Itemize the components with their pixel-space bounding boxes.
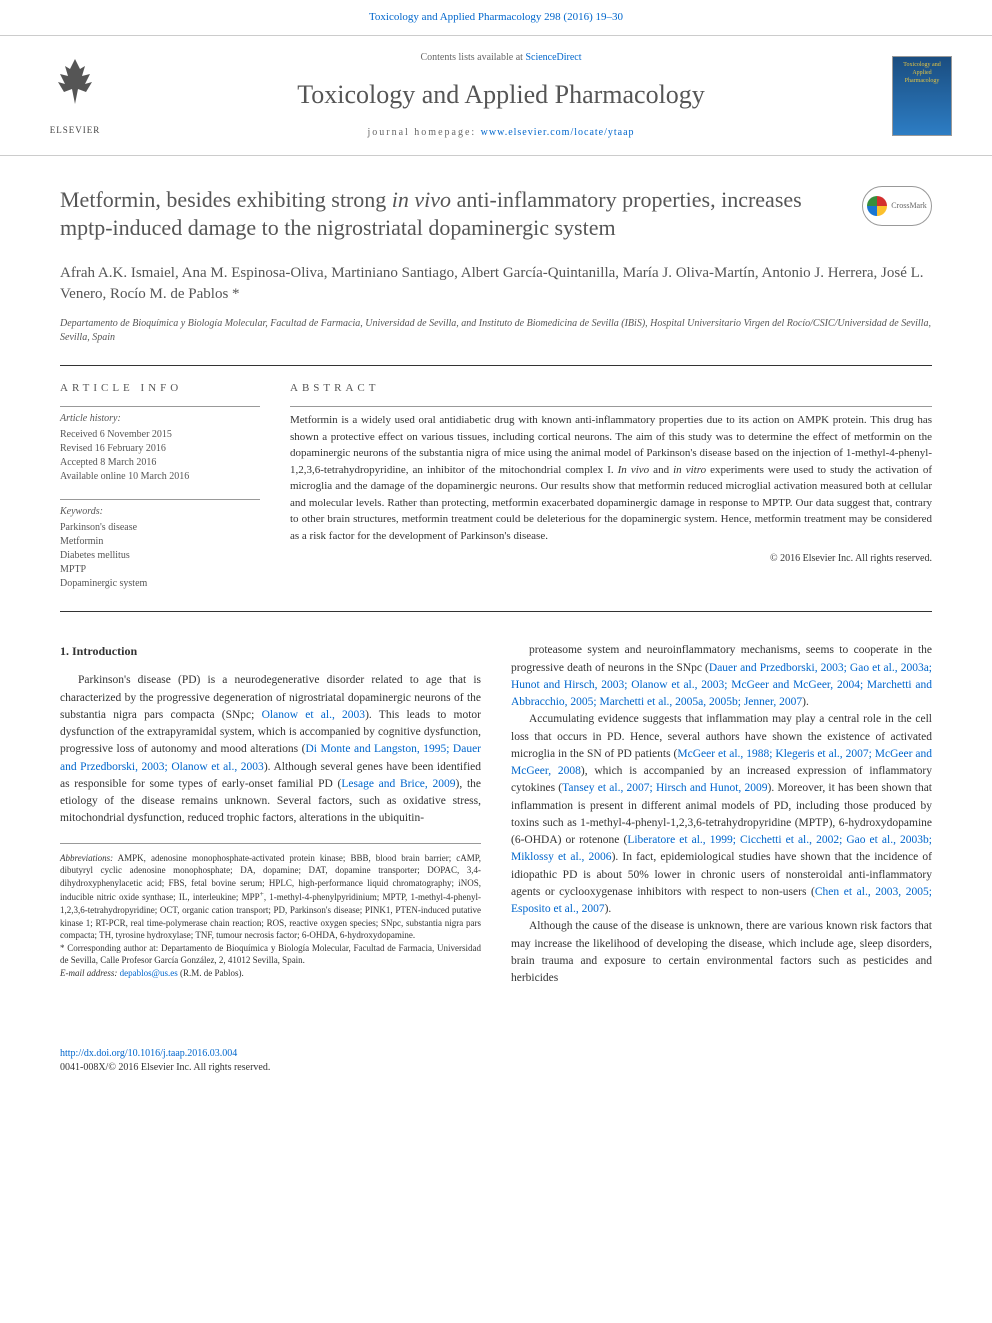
- right-column: proteasome system and neuroinflammatory …: [511, 642, 932, 987]
- journal-title: Toxicology and Applied Pharmacology: [110, 77, 892, 113]
- divider: [60, 611, 932, 612]
- article-info-sidebar: article info Article history: Received 6…: [60, 381, 260, 591]
- revised-date: Revised 16 February 2016: [60, 442, 260, 456]
- homepage-link[interactable]: www.elsevier.com/locate/ytaap: [481, 127, 635, 138]
- email-name: (R.M. de Pablos).: [178, 968, 244, 978]
- accepted-date: Accepted 8 March 2016: [60, 456, 260, 470]
- footer-copyright: 0041-008X/© 2016 Elsevier Inc. All right…: [60, 1061, 932, 1075]
- info-abstract-row: article info Article history: Received 6…: [60, 381, 932, 591]
- crossmark-badge[interactable]: CrossMark: [862, 186, 932, 226]
- article-history: Article history: Received 6 November 201…: [60, 406, 260, 484]
- body-paragraph: Although the cause of the disease is unk…: [511, 918, 932, 987]
- crossmark-label: CrossMark: [891, 200, 927, 211]
- homepage-prefix: journal homepage:: [367, 127, 480, 138]
- title-row: Metformin, besides exhibiting strong in …: [60, 186, 932, 243]
- corresponding-author: * Corresponding author at: Departamento …: [60, 942, 481, 967]
- abstract-label: abstract: [290, 381, 932, 396]
- abbreviations: Abbreviations: AMPK, adenosine monophosp…: [60, 852, 481, 942]
- article-title: Metformin, besides exhibiting strong in …: [60, 186, 862, 243]
- keywords-block: Keywords: Parkinson's disease Metformin …: [60, 499, 260, 591]
- authors-list: Afrah A.K. Ismaiel, Ana M. Espinosa-Oliv…: [60, 263, 932, 305]
- journal-header: ELSEVIER Contents lists available at Sci…: [0, 35, 992, 155]
- history-label: Article history:: [60, 412, 260, 426]
- doi-link[interactable]: http://dx.doi.org/10.1016/j.taap.2016.03…: [60, 1048, 237, 1059]
- abstract-text: Metformin is a widely used oral antidiab…: [290, 406, 932, 544]
- email-line: E-mail address: depablos@us.es (R.M. de …: [60, 967, 481, 980]
- keyword: Dopaminergic system: [60, 577, 260, 591]
- email-label: E-mail address:: [60, 968, 120, 978]
- homepage-line: journal homepage: www.elsevier.com/locat…: [110, 126, 892, 140]
- body-paragraph: Parkinson's disease (PD) is a neurodegen…: [60, 672, 481, 827]
- left-column: 1. Introduction Parkinson's disease (PD)…: [60, 642, 481, 987]
- affiliation: Departamento de Bioquímica y Biología Mo…: [60, 317, 932, 345]
- section-heading: 1. Introduction: [60, 642, 481, 660]
- main-content: Metformin, besides exhibiting strong in …: [0, 156, 992, 1018]
- keyword: Diabetes mellitus: [60, 549, 260, 563]
- received-date: Received 6 November 2015: [60, 428, 260, 442]
- email-link[interactable]: depablos@us.es: [120, 968, 178, 978]
- divider: [60, 365, 932, 366]
- body-paragraph: Accumulating evidence suggests that infl…: [511, 711, 932, 918]
- header-center: Contents lists available at ScienceDirec…: [110, 51, 892, 139]
- elsevier-tree-icon: [50, 54, 100, 124]
- keyword: Parkinson's disease: [60, 521, 260, 535]
- abstract-copyright: © 2016 Elsevier Inc. All rights reserved…: [290, 552, 932, 566]
- footer: http://dx.doi.org/10.1016/j.taap.2016.03…: [0, 1047, 992, 1105]
- crossmark-icon: [867, 196, 887, 216]
- footnotes: Abbreviations: AMPK, adenosine monophosp…: [60, 843, 481, 980]
- elsevier-logo: ELSEVIER: [40, 56, 110, 136]
- contents-prefix: Contents lists available at: [420, 52, 525, 63]
- keywords-label: Keywords:: [60, 505, 260, 519]
- keyword: Metformin: [60, 535, 260, 549]
- publisher-name: ELSEVIER: [50, 124, 101, 137]
- keyword: MPTP: [60, 563, 260, 577]
- sciencedirect-link[interactable]: ScienceDirect: [525, 52, 581, 63]
- top-citation[interactable]: Toxicology and Applied Pharmacology 298 …: [0, 0, 992, 35]
- article-info-label: article info: [60, 381, 260, 396]
- abstract-column: abstract Metformin is a widely used oral…: [290, 381, 932, 591]
- journal-cover-thumbnail: Toxicology and Applied Pharmacology: [892, 56, 952, 136]
- body-columns: 1. Introduction Parkinson's disease (PD)…: [60, 642, 932, 987]
- contents-line: Contents lists available at ScienceDirec…: [110, 51, 892, 65]
- body-paragraph: proteasome system and neuroinflammatory …: [511, 642, 932, 711]
- online-date: Available online 10 March 2016: [60, 470, 260, 484]
